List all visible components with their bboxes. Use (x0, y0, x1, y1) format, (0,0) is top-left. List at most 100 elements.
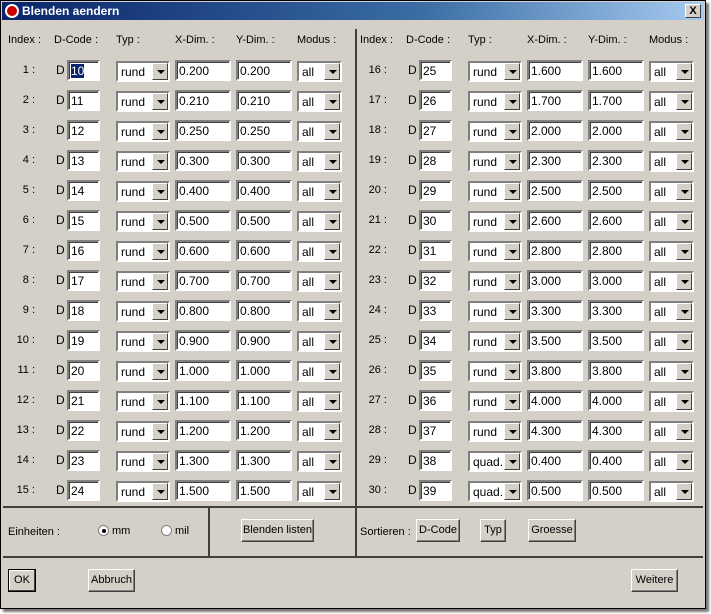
y-dim-input[interactable]: 3.000 (588, 270, 644, 291)
x-dim-input[interactable]: 1.600 (527, 60, 583, 81)
chevron-down-icon[interactable] (676, 213, 692, 230)
x-dim-input[interactable]: 2.500 (527, 180, 583, 201)
sort-typ-button[interactable]: Typ (480, 519, 506, 542)
y-dim-input[interactable]: 4.300 (588, 420, 644, 441)
x-dim-input[interactable]: 0.400 (175, 180, 231, 201)
chevron-down-icon[interactable] (152, 243, 168, 260)
modus-select[interactable]: all (649, 361, 694, 382)
typ-select[interactable]: rund (468, 271, 522, 292)
chevron-down-icon[interactable] (676, 303, 692, 320)
y-dim-input[interactable]: 0.300 (236, 150, 292, 171)
modus-select[interactable]: all (297, 271, 342, 292)
x-dim-input[interactable]: 4.000 (527, 390, 583, 411)
dcode-input[interactable]: 12 (67, 120, 100, 141)
modus-select[interactable]: all (649, 451, 694, 472)
y-dim-input[interactable]: 2.000 (588, 120, 644, 141)
chevron-down-icon[interactable] (504, 63, 520, 80)
x-dim-input[interactable]: 1.200 (175, 420, 231, 441)
typ-select[interactable]: quad. (468, 451, 522, 472)
chevron-down-icon[interactable] (152, 393, 168, 410)
chevron-down-icon[interactable] (676, 153, 692, 170)
chevron-down-icon[interactable] (504, 423, 520, 440)
modus-select[interactable]: all (649, 331, 694, 352)
x-dim-input[interactable]: 0.800 (175, 300, 231, 321)
dcode-input[interactable]: 31 (419, 240, 452, 261)
chevron-down-icon[interactable] (676, 483, 692, 500)
y-dim-input[interactable]: 2.600 (588, 210, 644, 231)
dcode-input[interactable]: 20 (67, 360, 100, 381)
chevron-down-icon[interactable] (676, 333, 692, 350)
modus-select[interactable]: all (649, 481, 694, 502)
modus-select[interactable]: all (649, 61, 694, 82)
chevron-down-icon[interactable] (504, 393, 520, 410)
chevron-down-icon[interactable] (504, 453, 520, 470)
chevron-down-icon[interactable] (324, 303, 340, 320)
modus-select[interactable]: all (297, 481, 342, 502)
modus-select[interactable]: all (297, 451, 342, 472)
chevron-down-icon[interactable] (324, 63, 340, 80)
typ-select[interactable]: rund (116, 481, 170, 502)
y-dim-input[interactable]: 3.800 (588, 360, 644, 381)
x-dim-input[interactable]: 4.300 (527, 420, 583, 441)
typ-select[interactable]: rund (468, 91, 522, 112)
x-dim-input[interactable]: 2.000 (527, 120, 583, 141)
y-dim-input[interactable]: 1.300 (236, 450, 292, 471)
chevron-down-icon[interactable] (504, 483, 520, 500)
y-dim-input[interactable]: 0.210 (236, 90, 292, 111)
chevron-down-icon[interactable] (324, 363, 340, 380)
chevron-down-icon[interactable] (152, 453, 168, 470)
chevron-down-icon[interactable] (324, 483, 340, 500)
chevron-down-icon[interactable] (152, 363, 168, 380)
chevron-down-icon[interactable] (152, 273, 168, 290)
chevron-down-icon[interactable] (324, 423, 340, 440)
close-button[interactable]: X (685, 4, 701, 18)
chevron-down-icon[interactable] (676, 273, 692, 290)
chevron-down-icon[interactable] (676, 363, 692, 380)
y-dim-input[interactable]: 0.250 (236, 120, 292, 141)
x-dim-input[interactable]: 2.800 (527, 240, 583, 261)
y-dim-input[interactable]: 0.800 (236, 300, 292, 321)
chevron-down-icon[interactable] (324, 243, 340, 260)
typ-select[interactable]: rund (116, 241, 170, 262)
chevron-down-icon[interactable] (152, 183, 168, 200)
x-dim-input[interactable]: 1.100 (175, 390, 231, 411)
x-dim-input[interactable]: 0.300 (175, 150, 231, 171)
modus-select[interactable]: all (649, 181, 694, 202)
typ-select[interactable]: rund (468, 211, 522, 232)
x-dim-input[interactable]: 1.700 (527, 90, 583, 111)
x-dim-input[interactable]: 2.600 (527, 210, 583, 231)
y-dim-input[interactable]: 0.400 (236, 180, 292, 201)
chevron-down-icon[interactable] (676, 453, 692, 470)
typ-select[interactable]: rund (468, 151, 522, 172)
typ-select[interactable]: rund (116, 151, 170, 172)
dcode-input[interactable]: 27 (419, 120, 452, 141)
chevron-down-icon[interactable] (324, 93, 340, 110)
dcode-input[interactable]: 34 (419, 330, 452, 351)
y-dim-input[interactable]: 1.200 (236, 420, 292, 441)
sort-dcode-button[interactable]: D-Code (416, 519, 460, 542)
chevron-down-icon[interactable] (152, 93, 168, 110)
dcode-input[interactable]: 11 (67, 90, 100, 111)
dcode-input[interactable]: 16 (67, 240, 100, 261)
sort-size-button[interactable]: Groesse (528, 519, 576, 542)
typ-select[interactable]: rund (116, 181, 170, 202)
dcode-input[interactable]: 13 (67, 150, 100, 171)
modus-select[interactable]: all (297, 211, 342, 232)
typ-select[interactable]: rund (468, 301, 522, 322)
modus-select[interactable]: all (649, 301, 694, 322)
modus-select[interactable]: all (649, 421, 694, 442)
x-dim-input[interactable]: 1.300 (175, 450, 231, 471)
typ-select[interactable]: rund (468, 361, 522, 382)
modus-select[interactable]: all (649, 391, 694, 412)
dcode-input[interactable]: 14 (67, 180, 100, 201)
typ-select[interactable]: rund (116, 211, 170, 232)
y-dim-input[interactable]: 0.900 (236, 330, 292, 351)
y-dim-input[interactable]: 0.500 (236, 210, 292, 231)
x-dim-input[interactable]: 0.400 (527, 450, 583, 471)
mm-radio[interactable] (98, 525, 109, 536)
x-dim-input[interactable]: 3.000 (527, 270, 583, 291)
chevron-down-icon[interactable] (152, 303, 168, 320)
dcode-input[interactable]: 10 (67, 60, 100, 81)
dcode-input[interactable]: 28 (419, 150, 452, 171)
chevron-down-icon[interactable] (324, 123, 340, 140)
